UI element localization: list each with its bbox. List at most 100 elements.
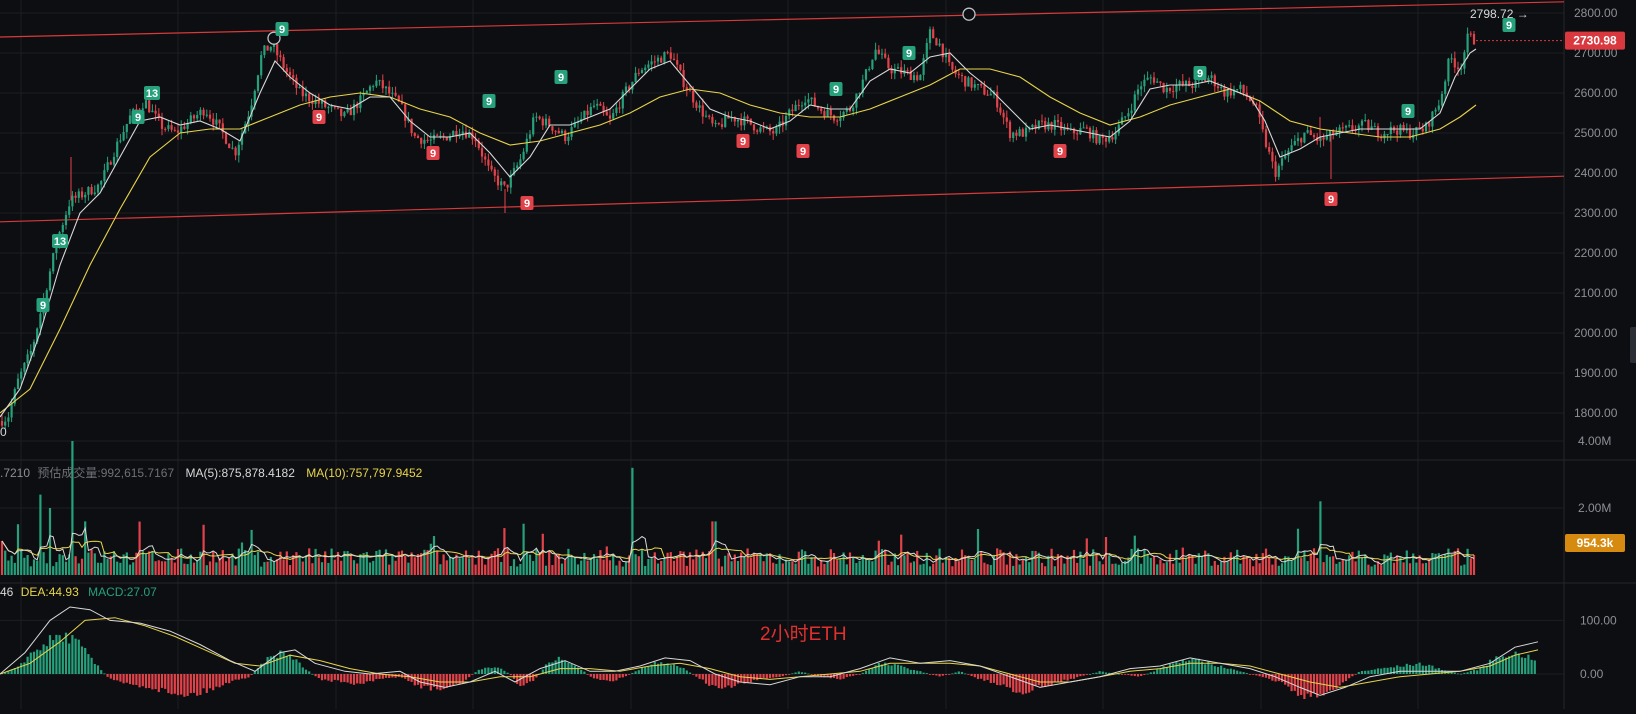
candle-body[interactable] [957,73,960,75]
macd-histogram-bar[interactable] [244,674,247,679]
macd-histogram-bar[interactable] [861,672,864,674]
volume-bar[interactable] [810,557,813,575]
macd-histogram-bar[interactable] [1309,674,1312,697]
candle-body[interactable] [589,106,592,116]
volume-bar[interactable] [1031,550,1034,575]
volume-bar[interactable] [269,556,272,575]
td-sequential-marker[interactable] [902,46,916,60]
macd-histogram-bar[interactable] [109,674,112,679]
candle-body[interactable] [1312,135,1316,138]
volume-bar[interactable] [874,550,877,575]
macd-histogram-bar[interactable] [506,672,509,674]
candle-body[interactable] [1140,86,1143,90]
volume-bar[interactable] [343,551,346,575]
volume-bar[interactable] [1370,566,1373,575]
macd-histogram-bar[interactable] [208,674,212,689]
volume-bar[interactable] [951,566,954,575]
volume-bar[interactable] [314,548,317,575]
volume-bar[interactable] [58,554,61,575]
candle-body[interactable] [429,139,432,141]
volume-bar[interactable] [253,555,256,575]
candle-body[interactable] [1178,81,1181,86]
macd-histogram-bar[interactable] [1117,673,1120,675]
volume-bar[interactable] [900,534,903,575]
candle-body[interactable] [61,225,64,233]
macd-histogram-bar[interactable] [474,672,477,674]
volume-bar[interactable] [416,554,420,575]
macd-histogram-bar[interactable] [1037,674,1040,686]
macd-histogram-bar[interactable] [1120,674,1124,675]
volume-bar[interactable] [816,566,820,575]
macd-histogram-bar[interactable] [1335,674,1338,689]
candle-body[interactable] [327,107,330,109]
macd-histogram-bar[interactable] [682,668,685,674]
volume-bar[interactable] [1194,563,1197,575]
macd-histogram-bar[interactable] [250,674,253,675]
candle-body[interactable] [196,114,199,119]
volume-bar[interactable] [912,561,916,575]
volume-bar[interactable] [324,551,327,575]
volume-bar[interactable] [266,561,269,575]
candle-body[interactable] [512,168,516,175]
macd-histogram-bar[interactable] [1034,674,1037,686]
volume-bar[interactable] [144,554,148,575]
macd-histogram-bar[interactable] [176,674,180,696]
macd-histogram-bar[interactable] [669,665,672,674]
volume-bar[interactable] [1191,555,1194,575]
volume-bar[interactable] [551,565,554,575]
macd-histogram-bar[interactable] [388,674,391,678]
volume-bar[interactable] [919,564,922,575]
macd-histogram-bar[interactable] [16,666,20,674]
candle-body[interactable] [810,97,813,100]
candle-body[interactable] [951,62,954,70]
volume-bar[interactable] [516,566,519,575]
candle-body[interactable] [740,119,743,126]
volume-bar[interactable] [356,563,359,575]
candle-body[interactable] [388,86,391,94]
macd-histogram-bar[interactable] [1408,664,1412,674]
volume-bar[interactable] [932,563,935,575]
macd-histogram-bar[interactable] [64,632,68,674]
candle-body[interactable] [420,138,423,144]
macd-histogram-bar[interactable] [1469,670,1472,674]
candle-body[interactable] [362,93,365,96]
volume-bar[interactable] [560,563,564,575]
macd-histogram-bar[interactable] [1428,664,1431,674]
candle-body[interactable] [608,115,612,119]
volume-bar[interactable] [29,566,32,575]
macd-histogram-bar[interactable] [1021,674,1024,695]
volume-bar[interactable] [714,521,717,575]
td-sequential-marker[interactable] [275,22,289,36]
macd-histogram-bar[interactable] [1050,674,1053,686]
volume-bar[interactable] [1072,549,1076,575]
macd-histogram-bar[interactable] [1316,674,1319,698]
macd-histogram-bar[interactable] [359,674,362,684]
macd-histogram-bar[interactable] [762,674,765,679]
candle-body[interactable] [634,72,637,82]
macd-histogram-bar[interactable] [135,674,138,685]
candle-body[interactable] [1322,137,1325,140]
volume-bar[interactable] [452,557,455,575]
candle-body[interactable] [183,126,186,129]
candle-body[interactable] [199,109,202,115]
macd-histogram-bar[interactable] [1101,671,1104,674]
volume-bar[interactable] [586,560,589,575]
volume-bar[interactable] [772,562,775,575]
candle-body[interactable] [103,170,106,182]
candle-body[interactable] [564,130,567,142]
candle-body[interactable] [1012,132,1015,139]
volume-bar[interactable] [493,550,496,575]
macd-histogram-bar[interactable] [253,671,256,674]
candle-body[interactable] [391,92,394,94]
macd-histogram-bar[interactable] [871,668,874,674]
macd-histogram-bar[interactable] [80,646,84,674]
candle-body[interactable] [647,64,650,68]
candle-body[interactable] [724,115,727,127]
volume-bar[interactable] [196,560,199,575]
macd-histogram-bar[interactable] [589,674,592,677]
candle-body[interactable] [1290,145,1293,151]
candle-body[interactable] [1453,58,1456,68]
volume-bar[interactable] [1024,556,1028,575]
candle-body[interactable] [1136,89,1140,95]
candle-body[interactable] [1197,79,1200,81]
